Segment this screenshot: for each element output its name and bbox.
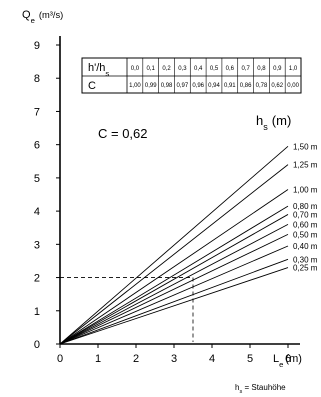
series-label: 0,30 m [293,255,318,264]
series-line [59,145,289,345]
series-label: 1,00 m [293,186,318,195]
table-cell: 0,78 [256,83,268,89]
table-cell: 1,00 [129,83,141,89]
x-tick-label: 1 [95,353,101,365]
series-title: hs (m) [256,113,291,132]
y-tick-label: 6 [34,140,40,152]
table-cell: 0,3 [178,66,187,72]
series-label: 1,25 m [293,161,318,170]
series-line [59,205,289,345]
table-row2-label: C [88,80,96,92]
y-tick-label: 1 [34,306,40,318]
series-line [59,267,289,345]
series-line [59,233,289,345]
y-tick-label: 0 [34,339,40,351]
y-tick-label: 4 [34,206,40,218]
footnote: hs = Stauhöhe [235,383,286,395]
table-cell: 0,4 [194,66,203,72]
series-line [59,164,289,345]
series-label: 0,80 m [293,202,318,211]
table-cell: 0,94 [208,83,220,89]
y-tick-label: 8 [34,73,40,85]
series-line [59,189,289,345]
table-cell: 0,1 [147,66,156,72]
table-cell: 0,99 [145,83,157,89]
coefficient-table [81,57,302,94]
table-cell: 1,0 [289,66,298,72]
table-cell: 0,62 [271,83,283,89]
series-line [59,214,289,345]
x-tick-label: 4 [209,353,215,365]
x-tick-label: 5 [247,353,253,365]
y-tick-label: 2 [34,273,40,285]
table-cell: 0,86 [240,83,252,89]
y-axis-label: Qe (m³/s) [22,9,63,25]
table-cell: 0,7 [241,66,250,72]
y-tick-label: 3 [34,239,40,251]
table-cell: 0,0 [131,66,140,72]
y-tick-label: 5 [34,173,40,185]
table-cell: 0,5 [210,66,219,72]
table-cell: 0,98 [161,83,173,89]
series-line [59,245,289,345]
series-label: 0,40 m [293,242,318,251]
series-line [59,224,289,345]
y-tick-label: 7 [34,106,40,118]
c-annotation: C = 0,62 [98,126,148,141]
series-label: 0,60 m [293,220,318,229]
table-cell: 0,97 [177,83,189,89]
table-cell: 0,9 [273,66,282,72]
table-cell: 0,96 [192,83,204,89]
x-axis-label: Le (m) [273,353,302,369]
table-cell: 0,2 [162,66,171,72]
y-tick-label: 9 [34,40,40,52]
series-label: 1,50 m [293,142,318,151]
x-tick-label: 0 [57,353,63,365]
table-cell: 0,6 [226,66,235,72]
table-cell: 0,8 [257,66,266,72]
series-label: 0,70 m [293,210,318,219]
x-tick-label: 6 [285,353,291,365]
series-line [59,258,289,345]
table-row1-label: h'/hs [88,62,109,78]
x-tick-label: 3 [171,353,177,365]
x-tick-label: 2 [133,353,139,365]
table-cell: 0,91 [224,83,236,89]
series-label: 0,50 m [293,230,318,239]
series-label: 0,25 m [293,264,318,273]
table-cell: 0,00 [287,83,299,89]
